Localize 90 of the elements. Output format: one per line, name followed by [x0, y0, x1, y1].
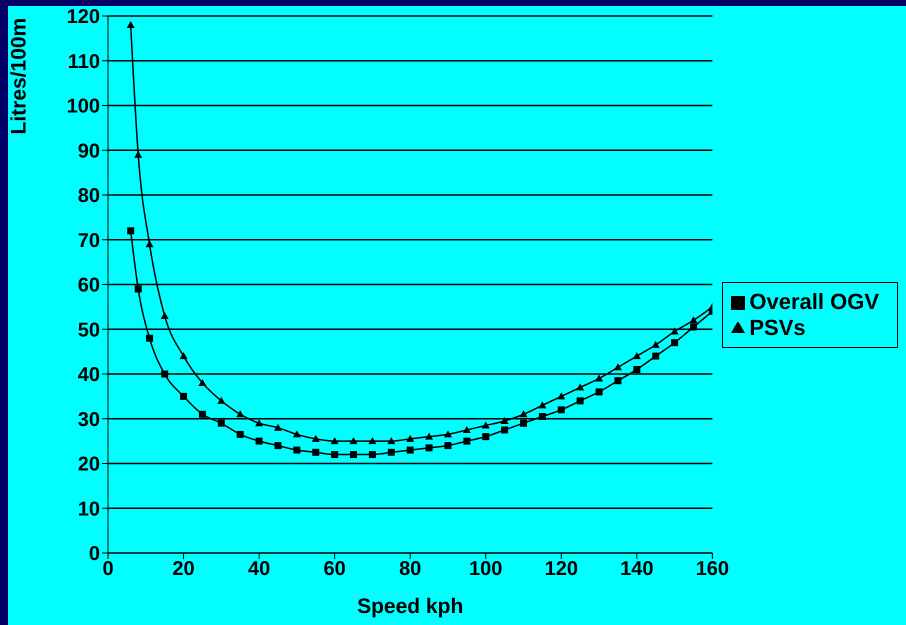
point	[406, 446, 414, 454]
point	[614, 363, 622, 370]
point	[368, 437, 376, 444]
point	[256, 438, 263, 445]
point	[388, 448, 395, 456]
point	[462, 426, 471, 433]
point	[670, 327, 679, 334]
x-axis-title: Speed kph	[357, 595, 464, 618]
point	[274, 424, 282, 431]
point	[632, 352, 641, 360]
point	[557, 392, 566, 400]
y-tick-label: 110	[68, 50, 100, 73]
x-tick-label: 20	[172, 558, 195, 580]
point	[236, 410, 244, 418]
point	[198, 410, 206, 418]
point	[236, 430, 244, 438]
legend-label: Overall OGV	[749, 288, 879, 314]
point	[312, 434, 320, 442]
point	[444, 442, 452, 450]
point	[425, 432, 434, 440]
point	[350, 437, 358, 444]
point	[218, 420, 225, 427]
point	[538, 401, 546, 408]
point	[689, 316, 698, 324]
x-tick-label: 120	[544, 558, 578, 580]
point	[331, 451, 338, 458]
y-tick-label: 120	[66, 6, 100, 28]
point	[146, 240, 154, 248]
x-tick-label: 80	[399, 558, 422, 580]
x-tick-label: 100	[469, 558, 502, 580]
x-tick-label: 60	[324, 558, 346, 580]
point	[146, 334, 154, 342]
point	[160, 312, 169, 319]
x-tick-label: 160	[696, 558, 730, 580]
point	[501, 426, 508, 434]
y-tick-label: 10	[78, 498, 100, 520]
point	[614, 377, 622, 384]
point	[180, 392, 188, 400]
point	[595, 374, 604, 382]
point	[444, 430, 452, 438]
point	[161, 370, 168, 378]
point	[671, 339, 678, 346]
point	[520, 410, 528, 418]
x-tick-label: 0	[102, 558, 114, 580]
point	[255, 419, 264, 426]
x-tick-label: 40	[248, 558, 270, 580]
y-tick-label: 70	[78, 230, 100, 252]
y-tick-label: 90	[78, 140, 100, 162]
point	[520, 420, 528, 427]
point	[274, 442, 282, 450]
point	[576, 383, 584, 390]
point	[387, 437, 396, 444]
point	[500, 416, 509, 424]
point	[330, 437, 339, 444]
y-tick-label: 80	[78, 185, 100, 208]
y-tick-label: 40	[78, 364, 100, 386]
point	[180, 352, 188, 360]
y-tick-label: 30	[78, 408, 100, 431]
point	[463, 438, 470, 445]
point	[350, 451, 358, 458]
point	[198, 378, 206, 386]
y-axis-title: Litres/100m	[7, 18, 30, 134]
point	[293, 446, 300, 454]
point	[690, 324, 697, 331]
point	[368, 451, 376, 458]
point	[633, 366, 640, 374]
point	[538, 413, 546, 420]
point	[126, 20, 135, 28]
point	[406, 434, 414, 442]
legend-label: PSVs	[749, 314, 806, 340]
point	[292, 430, 301, 438]
y-tick-label: 60	[78, 274, 100, 297]
point	[482, 421, 490, 428]
point	[596, 388, 603, 396]
x-tick-label: 140	[620, 558, 654, 580]
point	[217, 396, 226, 404]
point	[312, 448, 320, 456]
point	[127, 227, 134, 234]
point	[482, 433, 490, 440]
point	[134, 150, 142, 158]
y-tick-label: 20	[78, 454, 100, 476]
y-tick-label: 50	[78, 319, 100, 342]
point	[652, 340, 660, 348]
y-tick-label: 100	[66, 96, 100, 118]
point	[652, 352, 660, 360]
point	[426, 444, 433, 452]
point	[558, 406, 565, 414]
y-tick-label: 0	[88, 543, 100, 566]
point	[134, 285, 142, 292]
point	[576, 397, 584, 404]
